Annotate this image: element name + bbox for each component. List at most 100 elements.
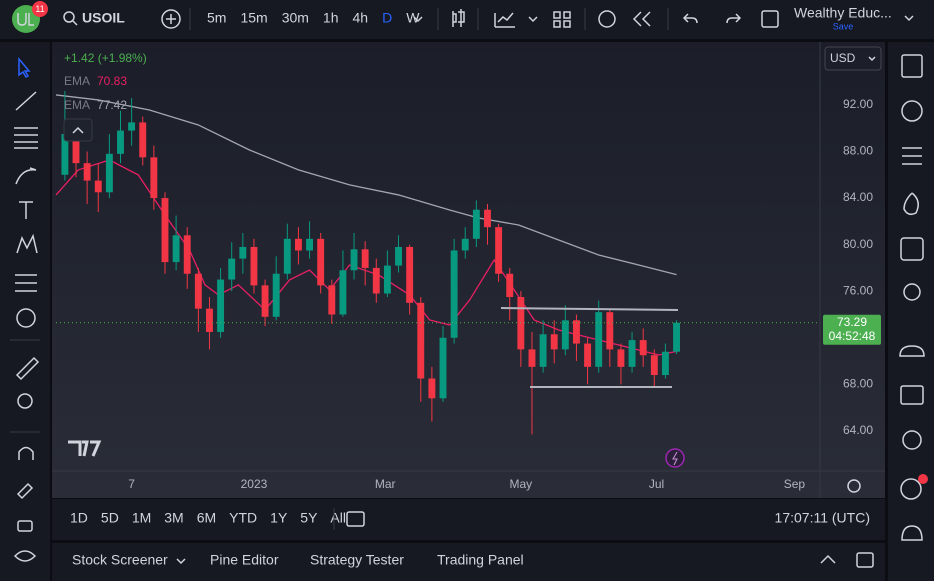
range-button[interactable]: 1M	[132, 510, 151, 526]
last-price-label: 73.29	[837, 315, 867, 329]
ideas-stream-icon[interactable]	[900, 478, 922, 500]
candle-body	[450, 250, 458, 338]
settings-icon[interactable]	[847, 479, 861, 493]
candle-body	[283, 238, 291, 274]
panel-tab[interactable]: Pine Editor	[210, 552, 279, 568]
notifications-icon[interactable]	[901, 525, 923, 541]
interval-button[interactable]: 30m	[282, 10, 309, 26]
maximize-panel[interactable]	[820, 554, 836, 564]
candle-body	[228, 258, 236, 280]
candle-body	[439, 337, 447, 399]
symbol[interactable]: USOIL	[82, 10, 125, 26]
candle-body	[617, 349, 625, 367]
events-icon[interactable]	[665, 448, 685, 468]
y-tick-label: 84.00	[843, 190, 873, 204]
replay-icon[interactable]	[632, 11, 651, 27]
streams-icon[interactable]	[899, 345, 925, 357]
pattern-tool[interactable]	[16, 233, 38, 254]
brush-tool[interactable]	[15, 167, 37, 185]
prediction-tool[interactable]	[15, 274, 37, 292]
undo-icon[interactable]	[682, 13, 698, 24]
interval-button[interactable]: 1h	[323, 10, 339, 26]
alerts-icon[interactable]	[901, 100, 923, 122]
zoom-tool[interactable]	[17, 393, 33, 409]
candle-body	[584, 343, 592, 367]
chart-type-icon[interactable]	[452, 9, 465, 27]
account-name[interactable]: Wealthy Educ...	[794, 5, 892, 21]
data-window-icon[interactable]	[902, 147, 922, 165]
clock[interactable]: 17:07:11 (UTC)	[775, 510, 870, 526]
candle-body	[639, 340, 647, 356]
currency-select[interactable]	[824, 46, 882, 71]
panel-tab[interactable]: Strategy Tester	[310, 552, 404, 568]
interval-button[interactable]: W	[406, 10, 420, 26]
panel-tab[interactable]: Stock Screener	[72, 552, 168, 568]
interval-button[interactable]: 15m	[240, 10, 267, 26]
candle-body	[328, 285, 336, 315]
goto-date-icon[interactable]	[346, 511, 365, 527]
compare-button[interactable]	[161, 9, 181, 29]
widget-bar	[899, 54, 925, 541]
screener-chevron[interactable]	[176, 558, 186, 565]
watchlist-icon[interactable]	[901, 54, 923, 78]
ideas-icon[interactable]	[903, 283, 921, 301]
y-tick-label: 68.00	[843, 376, 873, 390]
currency[interactable]: USD	[830, 51, 856, 65]
account-chevron[interactable]	[904, 15, 914, 22]
hotlists-icon[interactable]	[903, 192, 919, 216]
candle-body	[528, 349, 536, 367]
search-icon-handle	[72, 20, 78, 26]
indicators-icon[interactable]	[494, 12, 515, 28]
lock-drawing-tool[interactable]	[16, 482, 34, 500]
range-button[interactable]: 3M	[164, 510, 183, 526]
interval-button[interactable]: 4h	[353, 10, 369, 26]
interval-chevron[interactable]	[413, 16, 423, 23]
layout-icon[interactable]	[553, 11, 571, 28]
search-icon[interactable]	[63, 11, 75, 23]
range-button[interactable]: 5Y	[300, 510, 318, 526]
fib-tool[interactable]	[14, 127, 38, 149]
tips-icon[interactable]	[902, 430, 922, 450]
measure-tool[interactable]	[15, 356, 40, 381]
candle-body	[139, 122, 147, 158]
range-button[interactable]: YTD	[229, 510, 257, 526]
range-button[interactable]: 1D	[70, 510, 88, 526]
panel-tab[interactable]: Trading Panel	[437, 552, 524, 568]
icon-tool[interactable]	[16, 308, 36, 328]
y-tick-label: 88.00	[843, 144, 873, 158]
layout-save-icon[interactable]	[761, 10, 779, 28]
interval-button[interactable]: 5m	[207, 10, 226, 26]
calendar-icon[interactable]	[900, 237, 924, 261]
range-button[interactable]: 5D	[101, 510, 119, 526]
chats-icon[interactable]	[900, 385, 924, 405]
candle-body	[317, 238, 325, 286]
candle-body	[61, 134, 69, 175]
candle-body	[72, 134, 80, 164]
lock-tool[interactable]	[17, 520, 33, 532]
candle-body	[161, 198, 169, 263]
interval-button[interactable]: D	[382, 10, 392, 26]
candle-body	[194, 273, 202, 309]
candle-body	[606, 312, 614, 350]
text-tool[interactable]	[19, 201, 33, 219]
left-toolbar	[0, 42, 50, 581]
trendline-tool[interactable]	[15, 91, 37, 111]
candle-body	[361, 249, 369, 268]
panel-size[interactable]	[856, 552, 874, 568]
visibility-tool[interactable]	[13, 550, 37, 562]
collapse-legend[interactable]	[63, 118, 93, 142]
range-button[interactable]: All	[330, 510, 346, 526]
candle-body	[406, 246, 414, 303]
alert-icon[interactable]	[598, 10, 616, 28]
save-label[interactable]: Save	[833, 21, 854, 31]
ema-line	[55, 94, 677, 276]
indicators-chevron[interactable]	[528, 16, 538, 23]
magnet-tool[interactable]	[18, 446, 34, 461]
candle-body	[628, 340, 636, 367]
range-button[interactable]: 6M	[197, 510, 216, 526]
redo-icon[interactable]	[726, 13, 742, 24]
candle-body	[206, 308, 213, 332]
cursor-tool[interactable]	[18, 56, 31, 78]
range-button[interactable]: 1Y	[270, 510, 288, 526]
